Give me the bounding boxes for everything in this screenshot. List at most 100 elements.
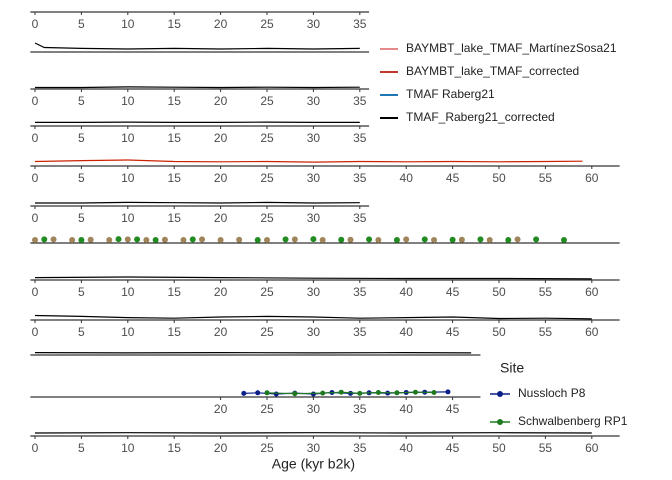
data-point xyxy=(431,390,437,395)
x-tick-label: 35 xyxy=(353,131,367,145)
data-point xyxy=(254,237,261,243)
data-point xyxy=(310,391,316,397)
data-point xyxy=(310,236,317,243)
data-line xyxy=(34,159,583,163)
data-point xyxy=(394,390,400,396)
data-point xyxy=(412,389,418,395)
x-tick-label: 25 xyxy=(260,17,274,31)
data-point xyxy=(50,236,57,243)
x-tick-label: 0 xyxy=(32,211,39,225)
x-tick-label: 5 xyxy=(78,285,85,299)
x-tick-label: 35 xyxy=(353,441,367,455)
data-point xyxy=(533,236,540,243)
x-tick-label: 20 xyxy=(214,17,228,31)
x-tick-label: 60 xyxy=(585,285,599,299)
data-point xyxy=(161,236,168,243)
x-tick-label: 10 xyxy=(121,441,135,455)
x-tick-label: 20 xyxy=(214,402,228,416)
legend-label: BAYMBT_lake_TMAF_corrected xyxy=(406,64,579,78)
x-tick-label: 25 xyxy=(260,171,274,185)
x-tick-label: 30 xyxy=(307,441,321,455)
x-tick-label: 25 xyxy=(260,325,274,339)
x-tick-label: 5 xyxy=(78,211,85,225)
data-point xyxy=(282,236,289,243)
data-point xyxy=(445,389,451,395)
data-point xyxy=(69,237,76,243)
data-point xyxy=(143,237,150,243)
x-tick-label: 0 xyxy=(32,171,39,185)
x-tick-label: 10 xyxy=(121,211,135,225)
data-point xyxy=(106,237,113,243)
x-tick-label: 55 xyxy=(539,325,553,339)
data-point xyxy=(403,236,410,243)
x-tick-label: 60 xyxy=(585,171,599,185)
x-tick-label: 0 xyxy=(32,94,39,108)
data-point xyxy=(347,236,354,243)
x-tick-label: 30 xyxy=(307,325,321,339)
x-tick-label: 15 xyxy=(168,171,182,185)
x-tick-label: 55 xyxy=(539,441,553,455)
data-point xyxy=(431,237,438,243)
x-tick-label: 0 xyxy=(32,325,39,339)
x-tick-label: 40 xyxy=(400,285,414,299)
x-tick-label: 25 xyxy=(260,285,274,299)
data-point xyxy=(375,390,381,395)
data-point xyxy=(560,237,567,243)
data-point xyxy=(241,390,247,396)
legend-marker xyxy=(497,419,503,425)
x-tick-label: 20 xyxy=(214,211,228,225)
data-point xyxy=(505,237,512,243)
legend: BAYMBT_lake_TMAF_MartínezSosa21 BAYMBT_la… xyxy=(380,41,617,124)
data-point xyxy=(393,237,400,243)
x-tick-label: 40 xyxy=(400,402,414,416)
x-tick-label: 35 xyxy=(353,17,367,31)
data-point xyxy=(41,236,48,243)
x-tick-label: 20 xyxy=(214,325,228,339)
data-point xyxy=(319,237,326,243)
data-point xyxy=(375,237,382,243)
data-point xyxy=(366,236,373,243)
data-point xyxy=(78,237,85,243)
x-tick-label: 40 xyxy=(400,441,414,455)
x-tick-label: 15 xyxy=(168,441,182,455)
x-tick-label: 30 xyxy=(307,131,321,145)
data-line xyxy=(34,276,592,280)
data-point xyxy=(292,391,298,397)
x-tick-label: 45 xyxy=(446,285,460,299)
x-tick-label: 0 xyxy=(32,17,39,31)
x-tick-label: 30 xyxy=(307,211,321,225)
x-tick-label: 50 xyxy=(492,441,506,455)
data-point xyxy=(514,236,521,243)
x-tick-label: 0 xyxy=(32,285,39,299)
x-tick-label: 35 xyxy=(353,325,367,339)
legend-label: TMAF Raberg21 xyxy=(406,87,495,101)
legend-label: Schwalbenberg RP1 xyxy=(518,414,628,428)
x-tick-label: 30 xyxy=(307,17,321,31)
x-tick-label: 15 xyxy=(168,17,182,31)
x-tick-label: 20 xyxy=(214,94,228,108)
x-tick-label: 30 xyxy=(307,171,321,185)
data-line xyxy=(34,42,360,50)
x-tick-label: 10 xyxy=(121,94,135,108)
x-tick-label: 55 xyxy=(539,285,553,299)
x-tick-label: 15 xyxy=(168,211,182,225)
data-point xyxy=(87,236,94,243)
x-tick-label: 10 xyxy=(121,131,135,145)
x-tick-label: 50 xyxy=(492,285,506,299)
x-tick-label: 35 xyxy=(353,211,367,225)
data-point xyxy=(115,236,122,243)
data-point xyxy=(236,236,243,243)
x-tick-label: 50 xyxy=(492,171,506,185)
x-tick-label: 35 xyxy=(353,402,367,416)
x-tick-label: 20 xyxy=(214,285,228,299)
legend: Site Nussloch P8 Schwalbenberg RP1 xyxy=(490,360,628,428)
data-point xyxy=(217,237,224,243)
data-point xyxy=(152,237,159,243)
x-tick-label: 25 xyxy=(260,441,274,455)
legend-label: Nussloch P8 xyxy=(518,386,586,400)
legend-marker xyxy=(497,391,503,397)
data-point xyxy=(264,390,270,396)
x-tick-label: 55 xyxy=(539,171,553,185)
data-point xyxy=(486,237,493,243)
